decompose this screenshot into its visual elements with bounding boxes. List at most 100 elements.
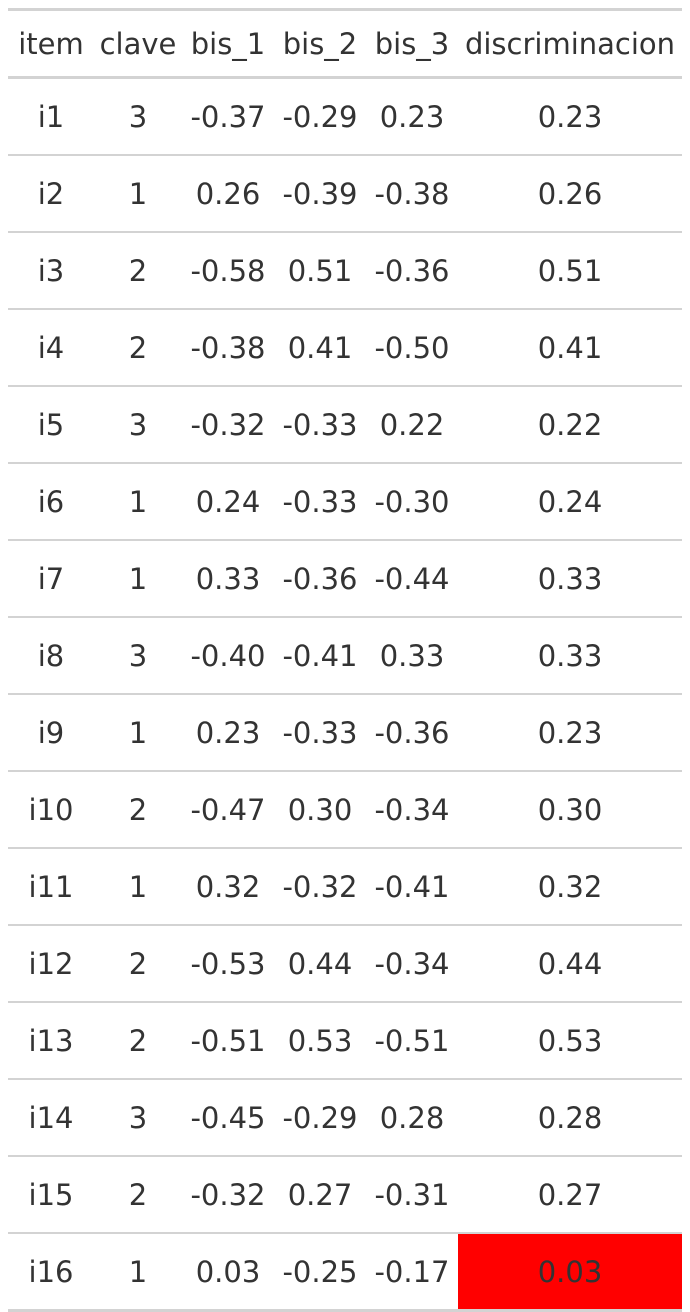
bis-3-cell: -0.51 xyxy=(366,1001,458,1079)
bis-3-cell: -0.41 xyxy=(366,847,458,925)
bis-2-cell: -0.29 xyxy=(282,99,358,134)
bis-1-cell: 0.23 xyxy=(182,693,274,771)
bis-1-cell: -0.37 xyxy=(190,99,266,134)
table-row: i6 1 0.24 -0.33 -0.30 0.24 xyxy=(8,462,682,540)
table-row: i4 2 -0.38 0.41 -0.50 0.41 xyxy=(8,308,682,386)
bis-1-cell: -0.32 xyxy=(182,1155,274,1233)
bis-3-cell: -0.34 xyxy=(366,770,458,848)
item-cell: i4 xyxy=(8,308,94,386)
bis-3-cell: -0.36 xyxy=(366,693,458,771)
bis-2-cell: -0.33 xyxy=(274,693,366,771)
column-header-discriminacion: discriminacion xyxy=(458,9,682,79)
bis-1-cell: -0.45 xyxy=(182,1078,274,1156)
discriminacion-cell: 0.26 xyxy=(458,154,682,232)
clave-cell: 1 xyxy=(94,693,182,771)
clave-cell: 3 xyxy=(128,99,148,134)
table-row: i2 1 0.26 -0.39 -0.38 0.26 xyxy=(8,154,682,232)
item-cell: i9 xyxy=(8,693,94,771)
bis-1-cell: -0.47 xyxy=(182,770,274,848)
discriminacion-cell: 0.30 xyxy=(458,770,682,848)
clave-cell: 1 xyxy=(94,847,182,925)
discriminacion-cell: 0.28 xyxy=(458,1078,682,1156)
table-row: i14 3 -0.45 -0.29 0.28 0.28 xyxy=(8,1078,682,1156)
clave-cell: 1 xyxy=(94,462,182,540)
bis-3-cell: -0.38 xyxy=(366,154,458,232)
clave-cell: 3 xyxy=(94,616,182,694)
table-container: item clave bis_1 bis_2 bis_3 discriminac… xyxy=(8,8,682,1312)
item-cell: i2 xyxy=(8,154,94,232)
bis-1-cell: -0.53 xyxy=(182,924,274,1002)
bis-3-cell: -0.44 xyxy=(366,539,458,617)
item-cell: i1 xyxy=(37,99,65,134)
bis-1-cell: -0.40 xyxy=(182,616,274,694)
clave-cell: 2 xyxy=(94,924,182,1002)
bis-1-cell: 0.03 xyxy=(182,1232,274,1311)
clave-cell: 1 xyxy=(94,539,182,617)
bis-3-cell: 0.22 xyxy=(366,385,458,463)
clave-cell: 2 xyxy=(94,1155,182,1233)
bis-1-cell: -0.58 xyxy=(182,231,274,309)
bis-3-cell: 0.33 xyxy=(366,616,458,694)
item-cell: i12 xyxy=(8,924,94,1002)
bis-2-cell: 0.51 xyxy=(274,231,366,309)
clave-cell: 1 xyxy=(94,154,182,232)
bis-1-cell: -0.32 xyxy=(182,385,274,463)
bis-3-cell: -0.30 xyxy=(366,462,458,540)
item-cell: i16 xyxy=(8,1232,94,1311)
bis-2-cell: 0.41 xyxy=(274,308,366,386)
bis-3-cell: 0.28 xyxy=(366,1078,458,1156)
discriminacion-cell: 0.24 xyxy=(458,462,682,540)
bis-2-cell: 0.27 xyxy=(274,1155,366,1233)
bis-3-cell: -0.31 xyxy=(366,1155,458,1233)
item-cell: i13 xyxy=(8,1001,94,1079)
bis-2-cell: -0.41 xyxy=(274,616,366,694)
table-row: i11 1 0.32 -0.32 -0.41 0.32 xyxy=(8,847,682,925)
column-header-bis-1: bis_1 xyxy=(182,9,274,79)
column-header-bis-2: bis_2 xyxy=(274,9,366,79)
bis-1-cell: -0.51 xyxy=(182,1001,274,1079)
column-header-item: item xyxy=(8,9,94,79)
discriminacion-cell: 0.53 xyxy=(458,1001,682,1079)
bis-3-cell: -0.34 xyxy=(366,924,458,1002)
clave-cell: 1 xyxy=(94,1232,182,1311)
discriminacion-cell: 0.27 xyxy=(458,1155,682,1233)
item-cell: i10 xyxy=(8,770,94,848)
bis-2-cell: -0.33 xyxy=(274,385,366,463)
table-header: item clave bis_1 bis_2 bis_3 discriminac… xyxy=(8,9,682,79)
clave-cell: 3 xyxy=(94,1078,182,1156)
clave-cell: 2 xyxy=(94,308,182,386)
table-row: i3 2 -0.58 0.51 -0.36 0.51 xyxy=(8,231,682,309)
discriminacion-cell: 0.51 xyxy=(458,231,682,309)
discriminacion-cell: 0.44 xyxy=(458,924,682,1002)
item-cell: i11 xyxy=(8,847,94,925)
bis-2-cell: -0.29 xyxy=(274,1078,366,1156)
bis-2-cell: -0.39 xyxy=(274,154,366,232)
item-cell: i7 xyxy=(8,539,94,617)
table-body: i1 3 -0.37 -0.29 0.23 0.23 i2 1 0.26 -0.39 -0.38 0.… xyxy=(8,78,682,1311)
column-header-clave: clave xyxy=(94,9,182,79)
bis-1-cell: 0.26 xyxy=(182,154,274,232)
item-cell: i3 xyxy=(8,231,94,309)
table-row: i16 1 0.03 -0.25 -0.17 0.03 xyxy=(8,1232,682,1311)
bis-2-cell: -0.33 xyxy=(274,462,366,540)
table-row: i13 2 -0.51 0.53 -0.51 0.53 xyxy=(8,1001,682,1079)
discriminacion-cell: 0.41 xyxy=(458,308,682,386)
bis-2-cell: -0.25 xyxy=(274,1232,366,1311)
bis-1-cell: 0.33 xyxy=(182,539,274,617)
bis-2-cell: -0.36 xyxy=(274,539,366,617)
bis-3-cell: -0.50 xyxy=(366,308,458,386)
table-row: i8 3 -0.40 -0.41 0.33 0.33 xyxy=(8,616,682,694)
item-cell: i14 xyxy=(8,1078,94,1156)
bis-1-cell: 0.24 xyxy=(182,462,274,540)
discriminacion-cell: 0.33 xyxy=(458,616,682,694)
item-cell: i8 xyxy=(8,616,94,694)
clave-cell: 2 xyxy=(94,1001,182,1079)
discriminacion-cell: 0.23 xyxy=(458,693,682,771)
discriminacion-cell: 0.33 xyxy=(458,539,682,617)
discriminacion-cell: 0.03 xyxy=(458,1232,682,1311)
table-row: i1 3 -0.37 -0.29 0.23 0.23 xyxy=(8,78,682,156)
table-row: i7 1 0.33 -0.36 -0.44 0.33 xyxy=(8,539,682,617)
bis-2-cell: 0.30 xyxy=(274,770,366,848)
bis-1-cell: -0.38 xyxy=(182,308,274,386)
bis-3-cell: -0.36 xyxy=(366,231,458,309)
